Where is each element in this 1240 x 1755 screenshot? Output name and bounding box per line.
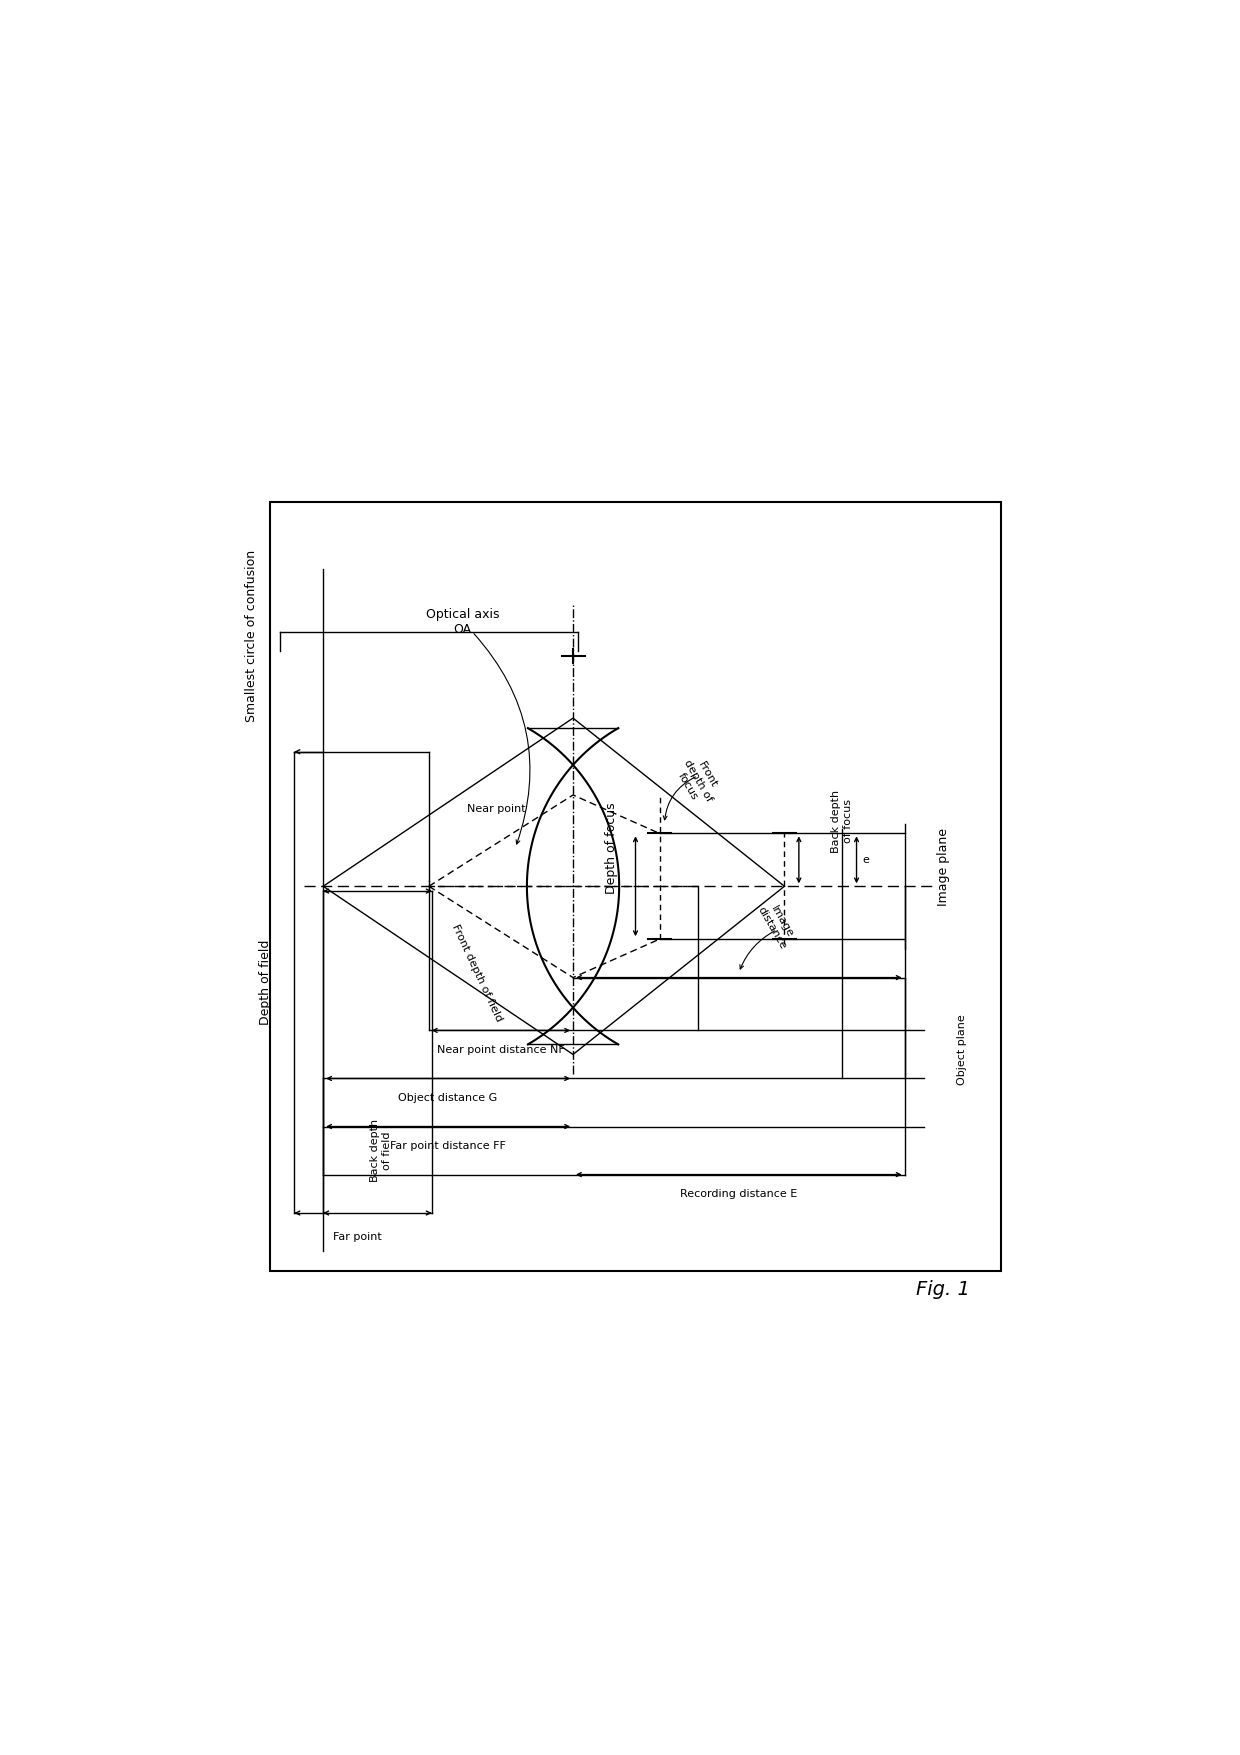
Text: Near point distance NF: Near point distance NF (436, 1044, 565, 1055)
Text: Image
distance: Image distance (756, 899, 799, 951)
Text: Optical axis
OA: Optical axis OA (425, 607, 500, 635)
Text: Front
depth of
focus: Front depth of focus (672, 753, 724, 809)
Text: e: e (863, 855, 869, 865)
Text: Near point: Near point (467, 804, 526, 814)
Text: Object distance G: Object distance G (398, 1093, 497, 1102)
Text: Fig. 1: Fig. 1 (916, 1281, 970, 1299)
Bar (270, 502, 1001, 1271)
Text: Object plane: Object plane (957, 1014, 967, 1085)
Text: Far point: Far point (332, 1232, 382, 1243)
Text: Depth of focus: Depth of focus (605, 802, 618, 893)
Text: Recording distance E: Recording distance E (681, 1188, 797, 1199)
Text: Smallest circle of confusion: Smallest circle of confusion (244, 551, 258, 723)
Text: Image plane: Image plane (936, 828, 950, 906)
Text: Back depth
of focus: Back depth of focus (831, 790, 853, 853)
Text: Front depth of field: Front depth of field (450, 923, 503, 1023)
Text: Back depth
of field: Back depth of field (370, 1120, 392, 1183)
Text: Far point distance FF: Far point distance FF (391, 1141, 506, 1151)
Text: Depth of field: Depth of field (259, 939, 272, 1025)
